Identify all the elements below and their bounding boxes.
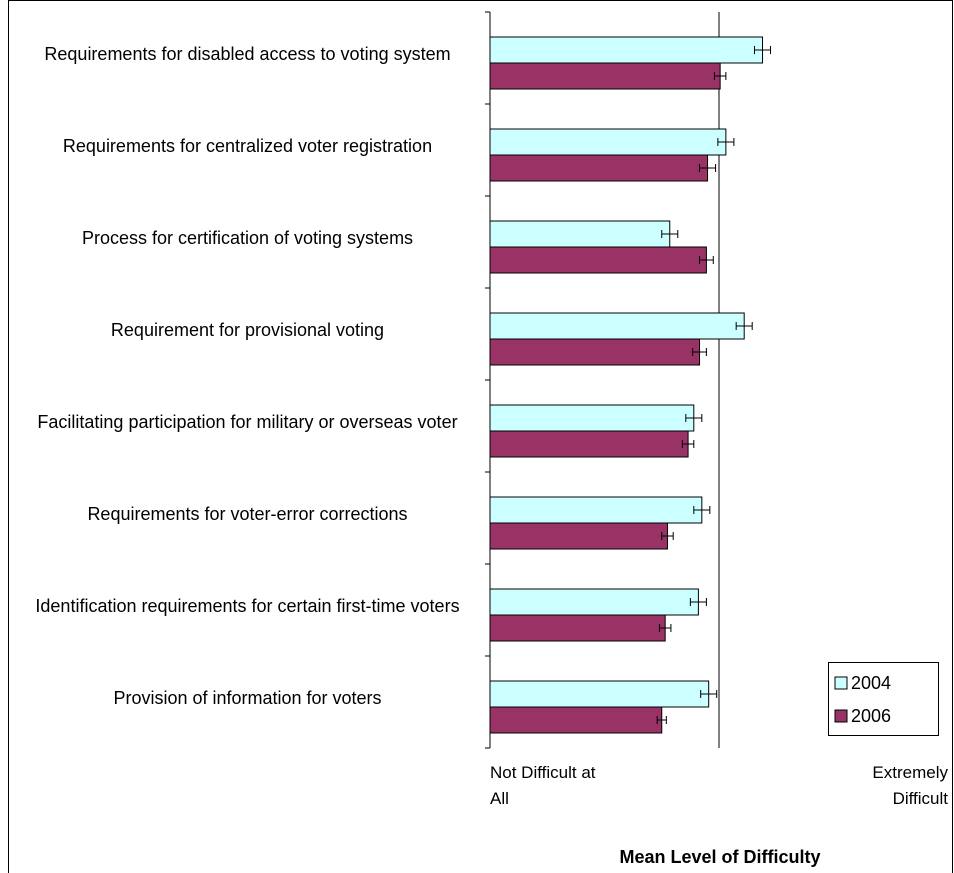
bar: [489, 312, 745, 340]
error-bar: [700, 690, 718, 698]
x-tick-label: Not Difficult at All: [490, 763, 596, 808]
error-bar: [699, 256, 714, 264]
error-bar: [692, 348, 707, 356]
error-bar: [658, 624, 672, 632]
bar: [489, 680, 710, 708]
category-label: Requirements for voter-error corrections: [87, 504, 408, 524]
error-bar: [656, 716, 667, 724]
legend-label: 2004: [851, 673, 892, 693]
frame: [8, 0, 953, 873]
legend: [828, 662, 939, 736]
x-axis-title: Mean Level of Difficulty: [619, 847, 821, 867]
bar: [489, 128, 727, 156]
category-label: Identification requirements for certain …: [35, 596, 460, 616]
category-label: Facilitating participation for military …: [37, 412, 458, 432]
error-bar: [713, 72, 727, 80]
error-bar: [753, 46, 772, 54]
category-label: Requirements for disabled access to voti…: [44, 44, 451, 64]
bar: [489, 706, 663, 734]
bar: [489, 62, 721, 90]
bar: [489, 430, 689, 458]
bar: [489, 338, 701, 366]
error-bar: [699, 164, 717, 172]
bar: [489, 588, 699, 616]
legend-swatch: [834, 676, 848, 690]
category-label: Requirements for centralized voter regis…: [62, 136, 433, 156]
bar: [489, 246, 707, 274]
bar: [489, 404, 695, 432]
error-bar: [717, 138, 735, 146]
bar: [489, 522, 668, 550]
bar: [489, 614, 666, 642]
bar: [489, 36, 764, 64]
error-bar: [735, 322, 753, 330]
category-label: Provision of information for voters: [113, 688, 382, 708]
x-tick-label: Extremely Difficult: [872, 763, 948, 808]
legend-swatch: [834, 709, 848, 723]
category-label: Requirement for provisional voting: [110, 320, 385, 340]
legend-label: 2006: [851, 706, 892, 726]
error-bar: [693, 506, 711, 514]
error-bar: [685, 414, 703, 422]
category-label: Process for certification of voting syst…: [81, 228, 414, 248]
error-bar: [661, 230, 679, 238]
error-bar: [681, 440, 695, 448]
error-bar: [689, 598, 707, 606]
error-bar: [661, 532, 674, 540]
bar: [489, 154, 709, 182]
bar: [489, 220, 671, 248]
bar: [489, 496, 703, 524]
